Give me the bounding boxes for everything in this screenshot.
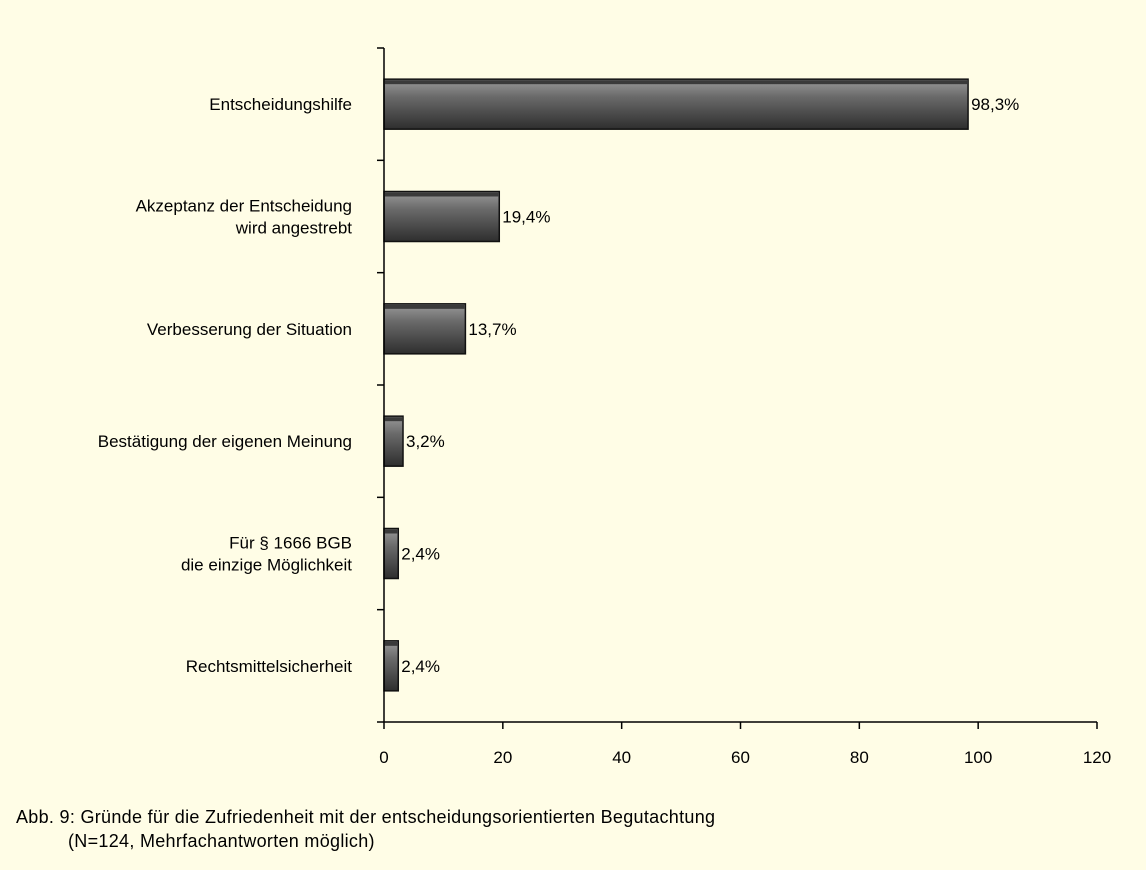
- bar-top-edge: [385, 80, 968, 85]
- bar-chart: 98,3% Entscheidungshilfe 19,4% Akzeptanz de…: [98, 47, 1111, 767]
- x-tick-label: 80: [850, 748, 869, 767]
- data-label: 19,4%: [502, 208, 550, 227]
- category-label: Bestätigung der eigenen Meinung: [98, 432, 352, 451]
- x-tick-label: 100: [964, 748, 992, 767]
- data-label: 2,4%: [401, 657, 440, 676]
- x-tick-label: 120: [1083, 748, 1111, 767]
- bar-top-edge: [385, 192, 499, 197]
- data-label: 98,3%: [971, 95, 1019, 114]
- data-label: 2,4%: [401, 545, 440, 564]
- category-label: Akzeptanz der Entscheidung: [136, 197, 352, 216]
- figure-caption: Abb. 9: Gründe für die Zufriedenheit mit…: [16, 805, 715, 853]
- category-label: Verbesserung der Situation: [147, 320, 352, 339]
- bar-top-edge: [385, 417, 403, 422]
- x-tick-label: 20: [493, 748, 512, 767]
- bar-top-edge: [385, 641, 398, 646]
- x-tick-label: 0: [379, 748, 388, 767]
- caption-line-2: (N=124, Mehrfachantworten möglich): [68, 831, 375, 851]
- caption-line-1: Abb. 9: Gründe für die Zufriedenheit mit…: [16, 807, 716, 827]
- category-label: die einzige Möglichkeit: [181, 556, 352, 575]
- bar: [383, 640, 400, 692]
- data-label: 3,2%: [406, 432, 445, 451]
- category-label: Rechtsmittelsicherheit: [186, 657, 353, 676]
- bar: [383, 190, 501, 243]
- bar: [383, 415, 404, 467]
- bar-top-edge: [385, 529, 398, 534]
- category-label: Für § 1666 BGB: [229, 534, 352, 553]
- bar: [383, 78, 969, 130]
- x-tick-label: 60: [731, 748, 750, 767]
- bar: [383, 303, 467, 355]
- category-label: Entscheidungshilfe: [209, 95, 352, 114]
- x-tick-label: 40: [612, 748, 631, 767]
- bar-top-edge: [385, 304, 465, 309]
- bar: [383, 527, 400, 580]
- data-label: 13,7%: [468, 320, 516, 339]
- category-label: wird angestrebt: [235, 219, 353, 238]
